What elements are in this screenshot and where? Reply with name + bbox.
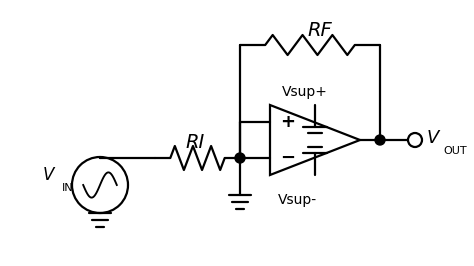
Text: +: + — [280, 113, 295, 131]
Text: −: − — [280, 149, 295, 167]
Text: Vsup-: Vsup- — [278, 193, 317, 207]
Circle shape — [235, 153, 245, 163]
Text: RF: RF — [308, 20, 332, 39]
Text: OUT: OUT — [443, 146, 466, 156]
Circle shape — [408, 133, 422, 147]
Circle shape — [375, 135, 385, 145]
Text: Vsup+: Vsup+ — [282, 85, 328, 99]
Text: RI: RI — [185, 134, 205, 152]
Text: V: V — [42, 166, 54, 184]
Text: V: V — [427, 129, 439, 147]
Text: IN: IN — [62, 183, 73, 193]
